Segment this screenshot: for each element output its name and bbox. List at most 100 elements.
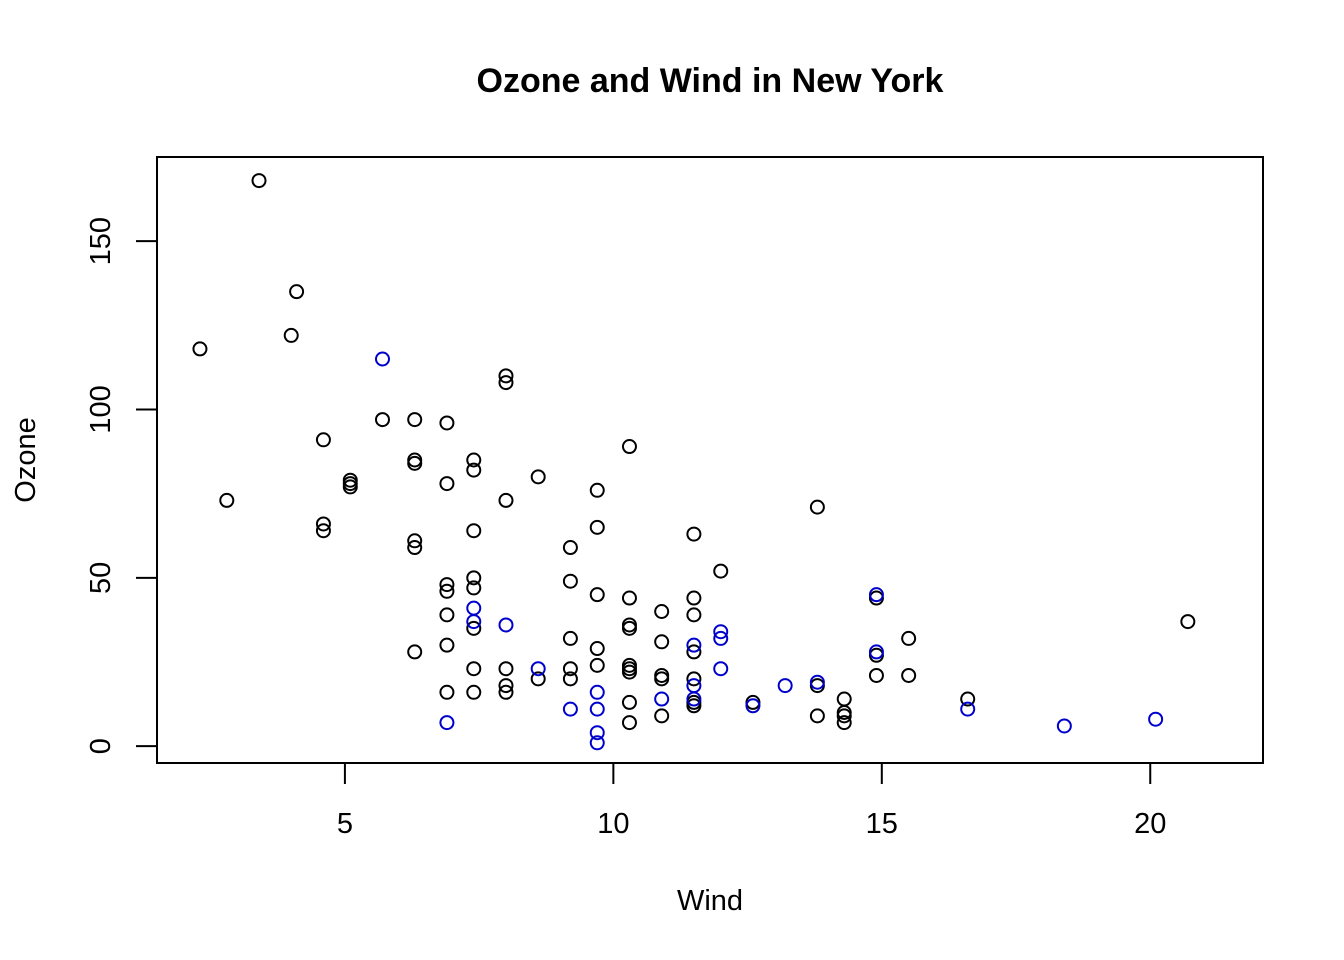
x-axis-label: Wind xyxy=(677,885,743,917)
data-point xyxy=(498,678,514,694)
data-point xyxy=(621,620,637,636)
data-point xyxy=(466,570,482,586)
data-point-blue xyxy=(713,624,729,640)
y-axis-label: Ozone xyxy=(10,417,42,502)
data-point xyxy=(498,661,514,677)
data-point xyxy=(562,661,578,677)
data-point xyxy=(498,492,514,508)
data-point xyxy=(809,499,825,515)
data-point xyxy=(686,526,702,542)
data-point xyxy=(621,664,637,680)
data-point xyxy=(836,691,852,707)
data-point-blue xyxy=(745,698,761,714)
data-point xyxy=(589,482,605,498)
data-point xyxy=(562,573,578,589)
data-point-blue xyxy=(589,735,605,751)
data-point xyxy=(466,684,482,700)
data-point xyxy=(836,708,852,724)
data-point-blue xyxy=(1148,711,1164,727)
data-point xyxy=(621,715,637,731)
data-point xyxy=(901,630,917,646)
data-point xyxy=(407,644,423,660)
data-point-blue xyxy=(374,351,390,367)
data-point xyxy=(589,641,605,657)
data-point xyxy=(562,630,578,646)
data-point xyxy=(466,580,482,596)
data-point xyxy=(654,604,670,619)
data-point xyxy=(562,671,578,687)
data-point xyxy=(219,492,235,508)
data-point-blue xyxy=(868,587,884,603)
data-point xyxy=(654,671,670,687)
data-point xyxy=(498,368,514,384)
data-point xyxy=(809,708,825,724)
data-point xyxy=(901,667,917,683)
data-point-blue xyxy=(713,630,729,646)
x-tick-label: 20 xyxy=(1134,808,1166,840)
data-point-blue xyxy=(868,644,884,660)
data-point-blue xyxy=(530,661,546,677)
data-point xyxy=(589,519,605,535)
data-point xyxy=(1180,614,1196,630)
data-point-blue xyxy=(713,661,729,677)
data-point xyxy=(439,476,455,492)
data-point-blue xyxy=(654,691,670,707)
data-point xyxy=(498,684,514,700)
data-point xyxy=(407,540,423,556)
data-point xyxy=(439,684,455,700)
data-point-blue xyxy=(589,725,605,741)
data-point xyxy=(654,634,670,650)
data-point-blue xyxy=(960,701,976,717)
data-point-blue xyxy=(498,617,514,633)
plot-frame xyxy=(156,156,1264,764)
data-point-blue xyxy=(466,600,482,616)
x-tick-label: 5 xyxy=(337,808,353,840)
data-point xyxy=(713,563,729,579)
data-point xyxy=(407,455,423,471)
data-point xyxy=(686,671,702,687)
data-point xyxy=(530,671,546,687)
data-point xyxy=(498,375,514,391)
data-point xyxy=(530,469,546,485)
y-tick-label: 0 xyxy=(85,738,117,754)
data-point xyxy=(289,284,305,300)
data-point xyxy=(589,587,605,603)
data-point-blue xyxy=(562,701,578,717)
data-point xyxy=(686,644,702,660)
data-point xyxy=(374,412,390,428)
data-point xyxy=(315,432,331,448)
x-tick-label: 10 xyxy=(597,808,629,840)
data-point-blue xyxy=(777,678,793,694)
data-point xyxy=(960,691,976,707)
data-point xyxy=(686,590,702,606)
data-point xyxy=(621,694,637,710)
data-point xyxy=(439,607,455,623)
data-point xyxy=(251,173,267,189)
data-point xyxy=(836,715,852,731)
x-tick-label: 15 xyxy=(866,808,898,840)
data-point xyxy=(342,479,358,495)
data-point-blue xyxy=(589,684,605,700)
data-point-blue xyxy=(809,674,825,690)
data-point xyxy=(686,607,702,623)
y-axis: 0 50 100 150 xyxy=(85,217,158,754)
data-point xyxy=(439,415,455,431)
y-tick-label: 150 xyxy=(85,217,117,265)
data-point xyxy=(466,620,482,636)
data-point xyxy=(654,708,670,724)
data-point xyxy=(466,661,482,677)
data-point-blue xyxy=(439,715,455,731)
data-point-blue xyxy=(1056,718,1072,734)
data-point xyxy=(407,412,423,428)
data-point-blue xyxy=(686,691,702,707)
data-point xyxy=(439,637,455,653)
data-point xyxy=(315,523,331,539)
data-points xyxy=(192,173,1196,751)
data-point xyxy=(466,462,482,478)
data-point xyxy=(283,327,299,343)
data-point-blue xyxy=(466,614,482,630)
data-point xyxy=(589,657,605,673)
chart-title: Ozone and Wind in New York xyxy=(477,62,944,100)
data-point-blue xyxy=(589,701,605,717)
